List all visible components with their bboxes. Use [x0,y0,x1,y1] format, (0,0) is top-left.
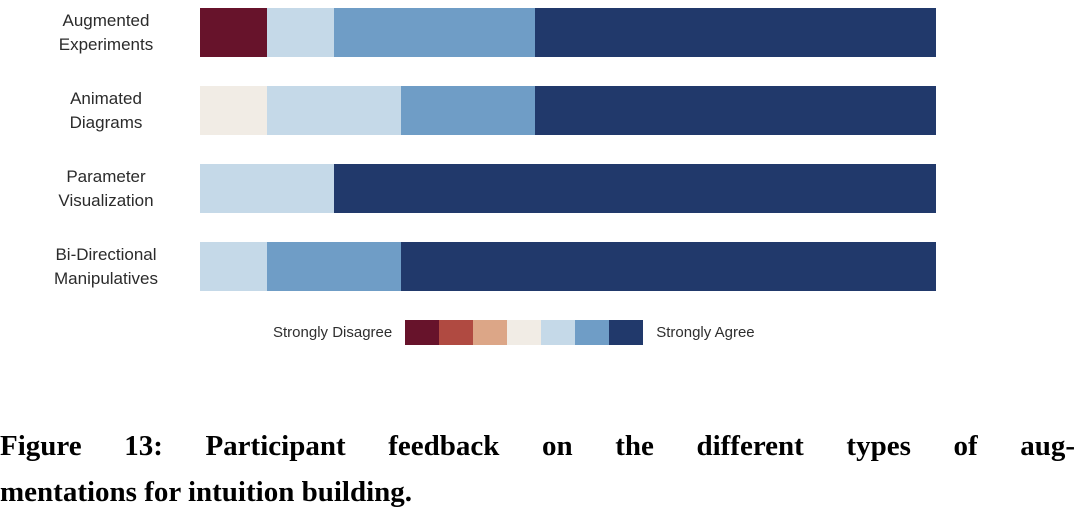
legend-swatch-3 [473,320,508,345]
stacked-bar [200,86,936,135]
legend-right-label: Strongly Agree [656,324,755,341]
likert-stacked-bar-chart: Augmented Experiments Animated Diagrams Pa… [0,8,1075,291]
legend-swatch-1 [405,320,440,345]
bar-segment-scale-5 [266,8,334,57]
legend-left-label: Strongly Disagree [273,324,393,341]
legend-swatches [405,320,644,345]
bar-segment-scale-7 [534,8,936,57]
caption-line-2: mentations for intuition building. [0,476,413,508]
chart-row: Animated Diagrams [0,86,1075,135]
legend-swatch-6 [575,320,610,345]
legend-swatch-5 [541,320,576,345]
stacked-bar [200,242,936,291]
stacked-bar [200,164,936,213]
row-label: Bi-Directional Manipulatives [54,244,158,288]
bar-segment-scale-1 [200,8,267,57]
bar-segment-scale-5 [200,164,334,213]
bar-segment-scale-7 [400,242,936,291]
chart-row: Bi-Directional Manipulatives [0,242,1075,291]
legend-swatch-7 [609,320,644,345]
bar-segment-scale-5 [266,86,401,135]
legend-swatch-2 [439,320,474,345]
bar-segment-scale-6 [400,86,535,135]
stacked-bar [200,8,936,57]
legend-swatch-4 [507,320,542,345]
row-label: Animated Diagrams [69,88,143,132]
bar-segment-scale-6 [266,242,401,291]
chart-legend: Strongly Disagree Strongly Agree [273,320,1075,345]
chart-row: Parameter Visualization [0,164,1075,213]
figure-caption: Figure 13: Participant feedback on the d… [0,423,1075,515]
bar-segment-scale-4 [200,86,267,135]
row-label: Augmented Experiments [58,10,154,54]
bar-segment-scale-5 [200,242,267,291]
caption-line-1: Figure 13: Participant feedback on the d… [0,430,1075,462]
bar-segment-scale-7 [333,164,936,213]
chart-row: Augmented Experiments [0,8,1075,57]
bar-segment-scale-6 [333,8,535,57]
bar-segment-scale-7 [534,86,936,135]
row-label: Parameter Visualization [58,166,154,210]
